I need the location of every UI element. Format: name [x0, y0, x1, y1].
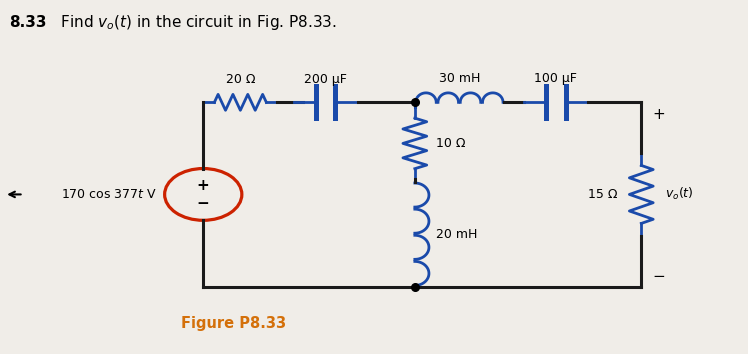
Text: −: − [652, 269, 665, 284]
Text: Find $v_o(t)$ in the circuit in Fig. P8.33.: Find $v_o(t)$ in the circuit in Fig. P8.… [51, 13, 337, 32]
Text: 20 mH: 20 mH [435, 228, 477, 241]
Text: −: − [197, 196, 209, 211]
Text: 100 μF: 100 μF [535, 72, 577, 85]
Text: 170 cos 377$t$ V: 170 cos 377$t$ V [61, 188, 157, 201]
Text: 15 Ω: 15 Ω [588, 188, 618, 201]
Text: 30 mH: 30 mH [438, 72, 480, 85]
Text: +: + [652, 107, 665, 122]
Text: 8.33: 8.33 [9, 15, 46, 30]
Text: +: + [197, 178, 209, 193]
Text: 200 μF: 200 μF [304, 73, 347, 86]
Text: Figure P8.33: Figure P8.33 [181, 316, 286, 331]
Text: 20 Ω: 20 Ω [226, 73, 255, 86]
Text: 10 Ω: 10 Ω [435, 137, 465, 150]
Text: $v_o(t)$: $v_o(t)$ [665, 186, 693, 202]
